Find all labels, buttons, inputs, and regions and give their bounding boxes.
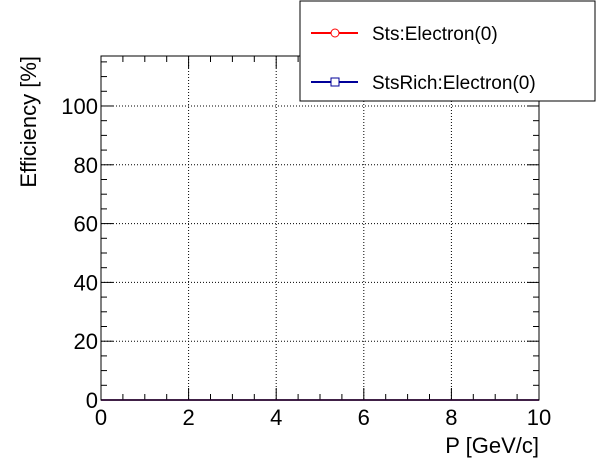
x-tick-label: 8 [445, 405, 457, 430]
legend-entry-stsrich: StsRich:Electron(0) [311, 73, 536, 94]
x-tick-labels: 0 2 4 6 8 10 [95, 405, 551, 430]
grid-lines [101, 56, 539, 400]
y-axis-title: Efficiency [%] [16, 56, 41, 188]
x-tick-label: 2 [182, 405, 194, 430]
y-tick-label: 40 [74, 270, 98, 295]
legend-box [299, 0, 596, 102]
y-tick-label: 60 [74, 212, 98, 237]
legend-entry-sts: Sts:Electron(0) [311, 24, 498, 45]
x-tick-label: 10 [527, 405, 551, 430]
x-tick-label: 4 [270, 405, 282, 430]
legend-square-marker [330, 77, 340, 87]
x-axis-title: P [GeV/c] [445, 433, 539, 458]
legend-label-sts: Sts:Electron(0) [372, 24, 498, 45]
legend-circle-marker [330, 28, 340, 38]
minor-ticks [100, 56, 540, 401]
y-tick-label: 0 [86, 388, 98, 413]
legend-label-stsrich: StsRich:Electron(0) [372, 73, 536, 94]
y-tick-labels: 0 20 40 60 80 100 [61, 94, 98, 413]
x-tick-label: 6 [358, 405, 370, 430]
y-tick-label: 20 [74, 329, 98, 354]
x-tick-label: 0 [95, 405, 107, 430]
y-tick-label: 80 [74, 153, 98, 178]
y-tick-label: 100 [61, 94, 98, 119]
plot-frame [100, 55, 540, 401]
legend: Sts:Electron(0) StsRich:Electron(0) [299, 0, 596, 102]
